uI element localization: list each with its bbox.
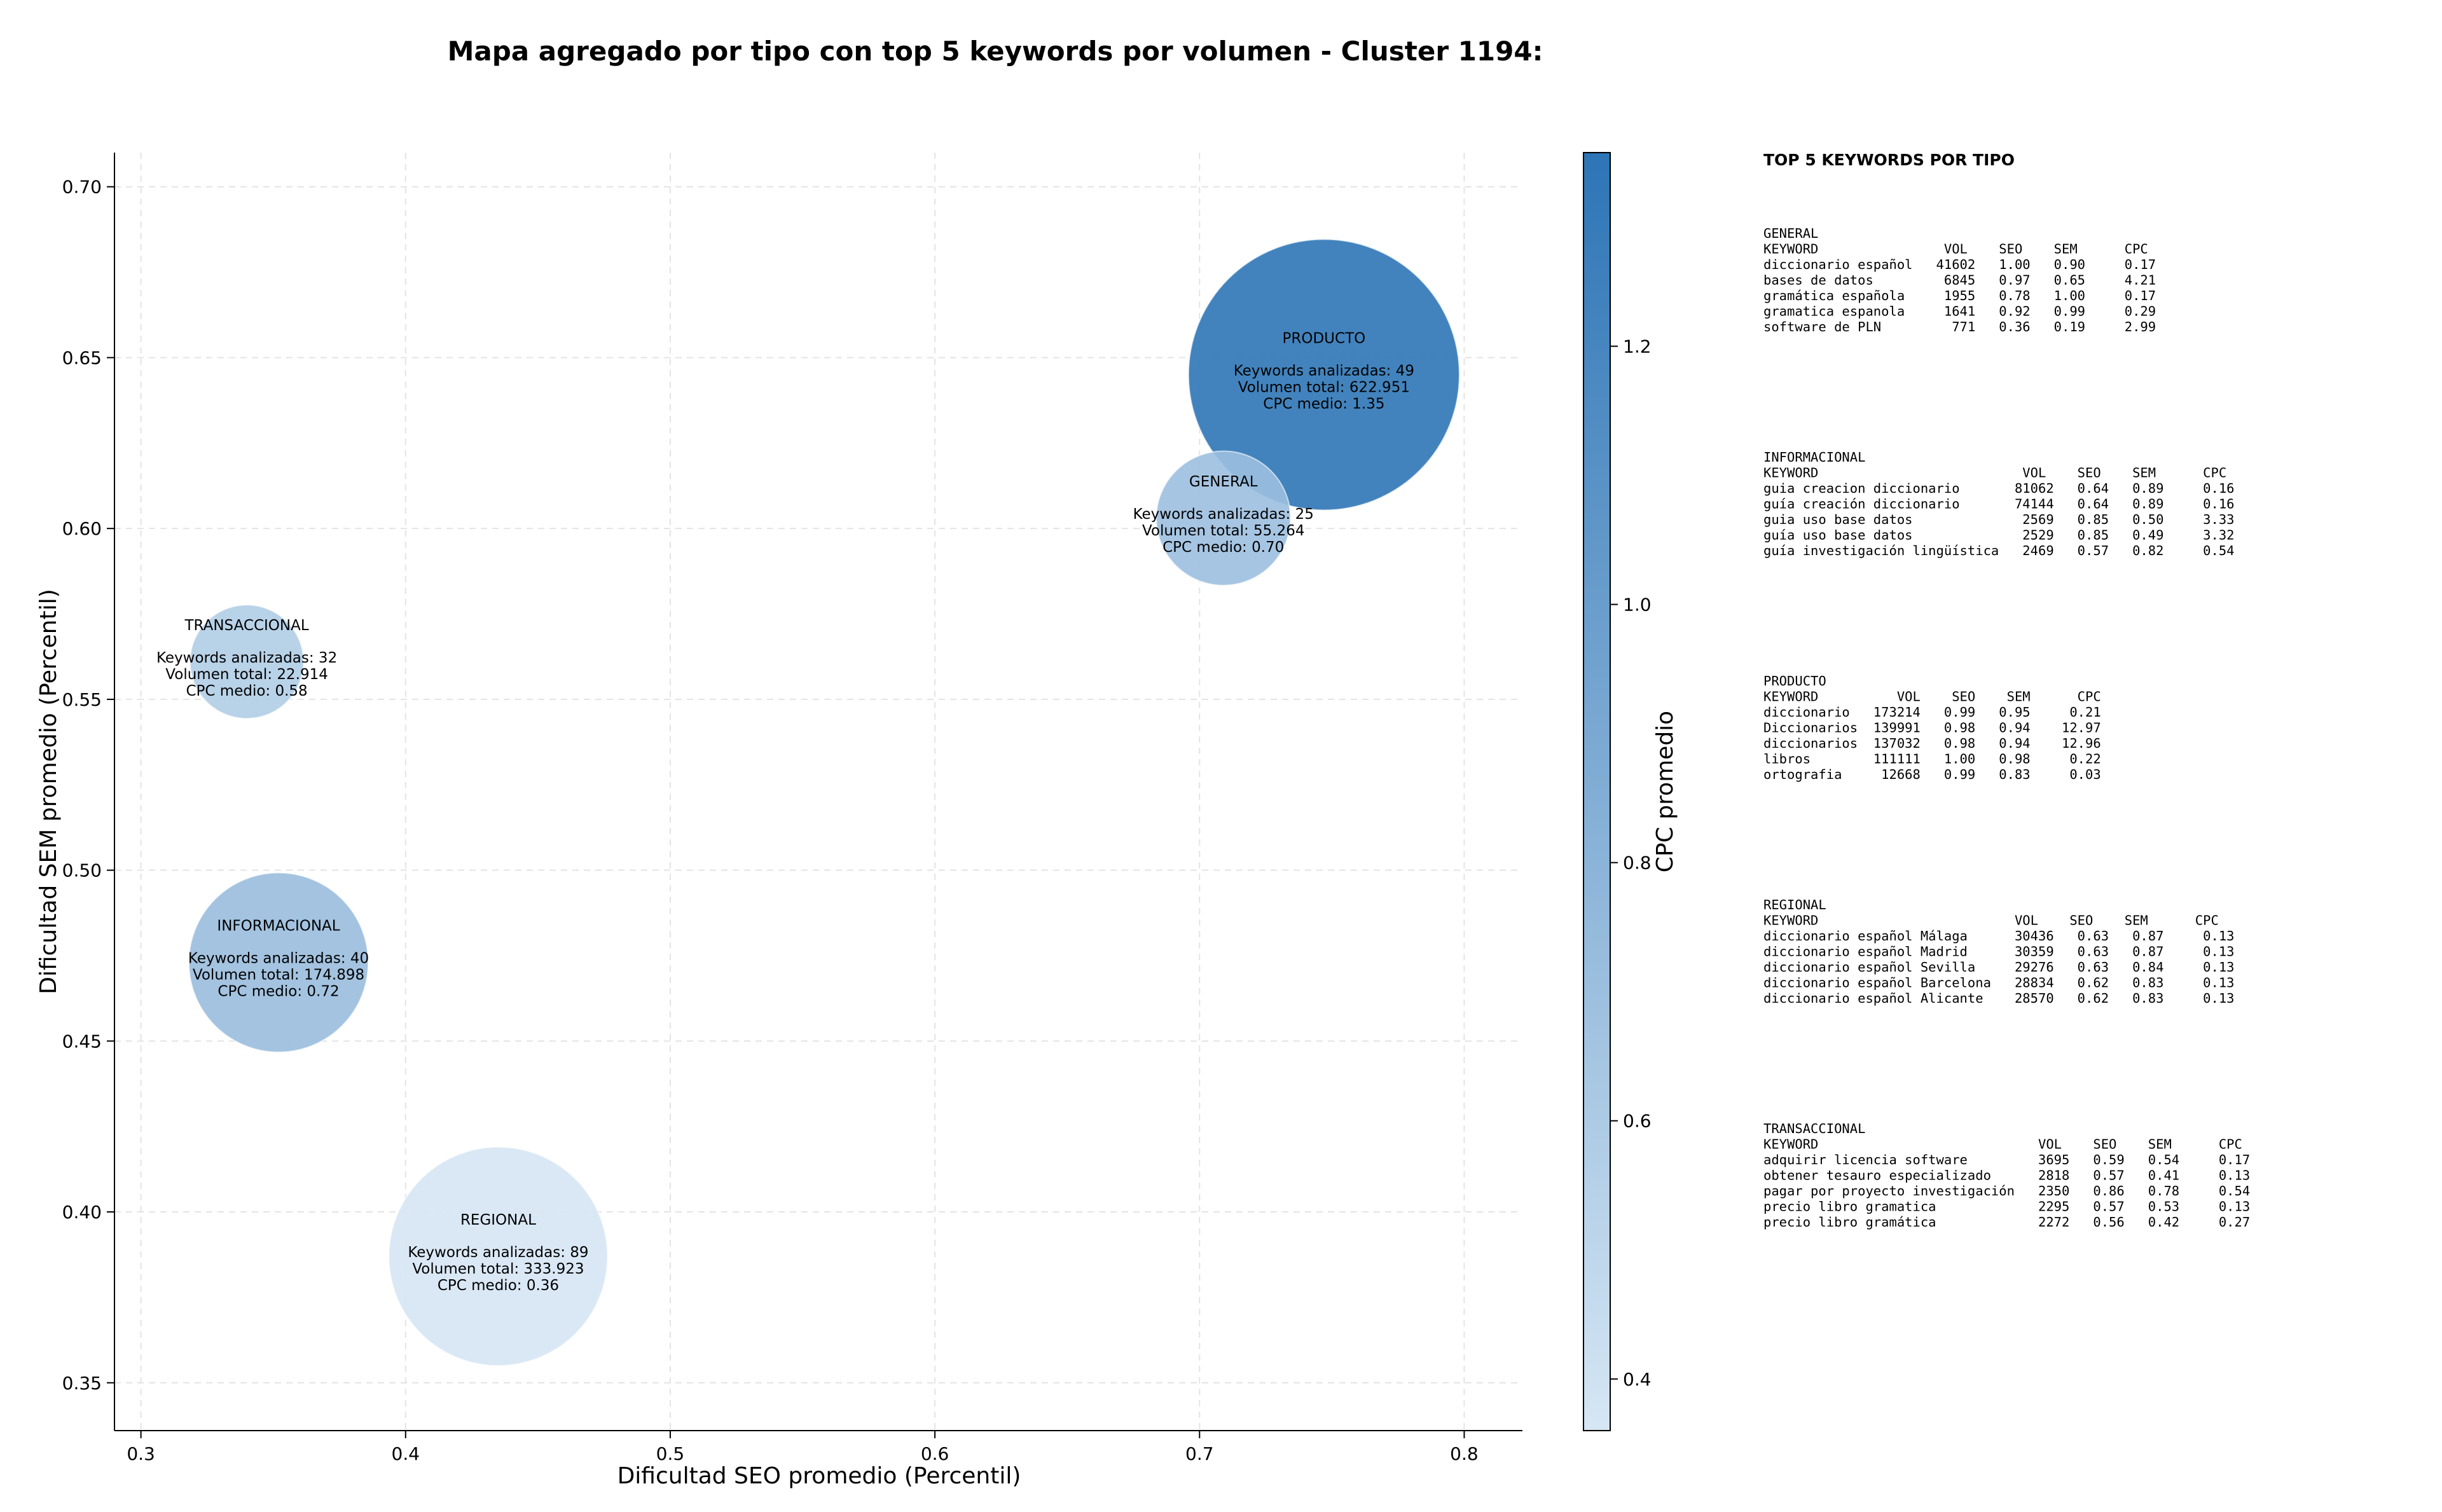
bubble-volume-label: Volumen total: 333.923 xyxy=(412,1261,584,1277)
chart-title: Mapa agregado por tipo con top 5 keyword… xyxy=(448,36,1543,67)
y-axis-label: Dificultad SEM promedio (Percentil) xyxy=(36,589,62,994)
keyword-table-row: obtener tesauro especializado 2818 0.57 … xyxy=(1763,1168,2250,1183)
colorbar-tick-label: 1.2 xyxy=(1623,336,1652,357)
bubble-title: INFORMACIONAL xyxy=(217,918,340,935)
colorbar-tick-label: 0.8 xyxy=(1623,853,1652,874)
bubble-title: REGIONAL xyxy=(460,1212,536,1228)
y-tick-label: 0.65 xyxy=(62,347,102,368)
keyword-table-row: diccionario 173214 0.99 0.95 0.21 xyxy=(1763,704,2101,720)
keyword-table-row: precio libro gramática 2272 0.56 0.42 0.… xyxy=(1763,1214,2250,1230)
bubble-cpc-label: CPC medio: 0.58 xyxy=(186,683,307,699)
keyword-table-row: guia uso base datos 2569 0.85 0.50 3.33 xyxy=(1763,512,2235,527)
bubble-cpc-label: CPC medio: 0.72 xyxy=(217,984,339,1000)
x-tick-label: 0.3 xyxy=(127,1443,155,1464)
keyword-table-row: software de PLN 771 0.36 0.19 2.99 xyxy=(1763,319,2156,334)
keyword-table-title: TRANSACCIONAL xyxy=(1763,1121,1865,1136)
bubble xyxy=(1187,238,1460,511)
keyword-table-row: guía creación diccionario 74144 0.64 0.8… xyxy=(1763,497,2235,512)
keyword-table-row: KEYWORD VOL SEO SEM CPC xyxy=(1763,689,2101,704)
keyword-table-row: guía investigación lingüística 2469 0.57… xyxy=(1763,543,2235,558)
bubble-keywords-label: Keywords analizadas: 32 xyxy=(156,650,337,666)
y-tick-label: 0.40 xyxy=(62,1202,102,1223)
x-tick-label: 0.5 xyxy=(656,1443,685,1464)
keyword-table-row: Diccionarios 139991 0.98 0.94 12.97 xyxy=(1763,720,2101,736)
y-tick-label: 0.35 xyxy=(62,1373,102,1394)
keyword-table-row: KEYWORD VOL SEO SEM CPC xyxy=(1763,1137,2242,1152)
keyword-table-row: libros 111111 1.00 0.98 0.22 xyxy=(1763,752,2101,767)
bubble-volume-label: Volumen total: 22.914 xyxy=(165,666,328,683)
keyword-table-row: gramática española 1955 0.78 1.00 0.17 xyxy=(1763,288,2156,303)
y-ticks: 0.35 0.40 0.45 0.50 0.55 0.60 0.65 0.70 xyxy=(62,177,114,1394)
keyword-table-row: diccionario español Alicante 28570 0.62 … xyxy=(1763,991,2235,1006)
bubble-keywords-label: Keywords analizadas: 25 xyxy=(1133,506,1314,523)
bubble-keywords-label: Keywords analizadas: 89 xyxy=(408,1244,588,1261)
keyword-table-row: diccionario español Sevilla 29276 0.63 0… xyxy=(1763,959,2235,975)
bubble xyxy=(1155,450,1292,586)
keyword-table-row: guía uso base datos 2529 0.85 0.49 3.32 xyxy=(1763,528,2235,543)
keyword-table-title: INFORMACIONAL xyxy=(1763,450,1865,465)
bubble-cpc-label: CPC medio: 0.36 xyxy=(438,1277,559,1294)
bubble xyxy=(388,1146,609,1366)
keyword-table-row: diccionario español Barcelona 28834 0.62… xyxy=(1763,975,2235,991)
bubble xyxy=(188,872,369,1053)
x-tick-label: 0.6 xyxy=(921,1443,949,1464)
y-tick-label: 0.60 xyxy=(62,518,102,539)
colorbar-tick-label: 0.6 xyxy=(1623,1111,1652,1132)
bubble-title: GENERAL xyxy=(1189,474,1258,490)
colorbar-label: CPC promedio xyxy=(1652,711,1678,872)
keyword-table-row: guia creacion diccionario 81062 0.64 0.8… xyxy=(1763,481,2235,496)
bubble-keywords-label: Keywords analizadas: 49 xyxy=(1234,362,1414,379)
side-panel-heading: TOP 5 KEYWORDS POR TIPO xyxy=(1763,151,2015,169)
keyword-table-row: KEYWORD VOL SEO SEM CPC xyxy=(1763,242,2148,257)
x-tick-label: 0.4 xyxy=(392,1443,420,1464)
keyword-table-row: KEYWORD VOL SEO SEM CPC xyxy=(1763,913,2219,928)
bubble-keywords-label: Keywords analizadas: 40 xyxy=(188,951,369,967)
keyword-table-title: PRODUCTO xyxy=(1763,673,1826,689)
colorbar-tick-label: 0.4 xyxy=(1623,1369,1652,1390)
bubble-volume-label: Volumen total: 55.264 xyxy=(1142,523,1305,539)
keyword-table-row: precio libro gramatica 2295 0.57 0.53 0.… xyxy=(1763,1199,2250,1214)
bubble-title: TRANSACCIONAL xyxy=(184,617,309,634)
bubble-volume-label: Volumen total: 622.951 xyxy=(1238,379,1410,395)
keyword-table-row: diccionarios 137032 0.98 0.94 12.96 xyxy=(1763,736,2101,751)
grid-lines xyxy=(114,153,1522,1431)
keyword-table-row: diccionario español Málaga 30436 0.63 0.… xyxy=(1763,928,2235,944)
keyword-table-row: gramatica espanola 1641 0.92 0.99 0.29 xyxy=(1763,304,2156,319)
colorbar xyxy=(1583,152,1611,1431)
x-ticks: 0.3 0.4 0.5 0.6 0.7 0.8 xyxy=(127,1431,1479,1464)
bubble-cpc-label: CPC medio: 1.35 xyxy=(1263,395,1384,412)
bubble-cpc-label: CPC medio: 0.70 xyxy=(1162,539,1284,556)
keyword-table-row: diccionario español Madrid 30359 0.63 0.… xyxy=(1763,944,2235,959)
keyword-table-row: diccionario español 41602 1.00 0.90 0.17 xyxy=(1763,257,2156,272)
colorbar-tick-label: 1.0 xyxy=(1623,594,1652,615)
keyword-table-row: ortografia 12668 0.99 0.83 0.03 xyxy=(1763,767,2101,782)
keyword-table-title: REGIONAL xyxy=(1763,897,1826,912)
keyword-table-title: GENERAL xyxy=(1763,226,1818,241)
x-axis-label: Dificultad SEO promedio (Percentil) xyxy=(617,1463,1021,1489)
keyword-table-row: KEYWORD VOL SEO SEM CPC xyxy=(1763,465,2226,481)
keyword-table-row: adquirir licencia software 3695 0.59 0.5… xyxy=(1763,1152,2250,1167)
bubble-volume-label: Volumen total: 174.898 xyxy=(193,967,364,984)
bubbles xyxy=(188,238,1460,1366)
keyword-table-row: bases de datos 6845 0.97 0.65 4.21 xyxy=(1763,273,2156,288)
y-tick-label: 0.50 xyxy=(62,860,102,881)
y-tick-label: 0.45 xyxy=(62,1031,102,1052)
bubble-title: PRODUCTO xyxy=(1283,330,1366,347)
colorbar-ticks: 0.4 0.6 0.8 1.0 1.2 xyxy=(1610,336,1652,1390)
y-tick-label: 0.55 xyxy=(62,689,102,710)
x-tick-label: 0.8 xyxy=(1450,1443,1479,1464)
y-tick-label: 0.70 xyxy=(62,177,102,198)
x-tick-label: 0.7 xyxy=(1185,1443,1214,1464)
bubble xyxy=(189,604,305,720)
keyword-table-row: pagar por proyecto investigación 2350 0.… xyxy=(1763,1183,2250,1199)
